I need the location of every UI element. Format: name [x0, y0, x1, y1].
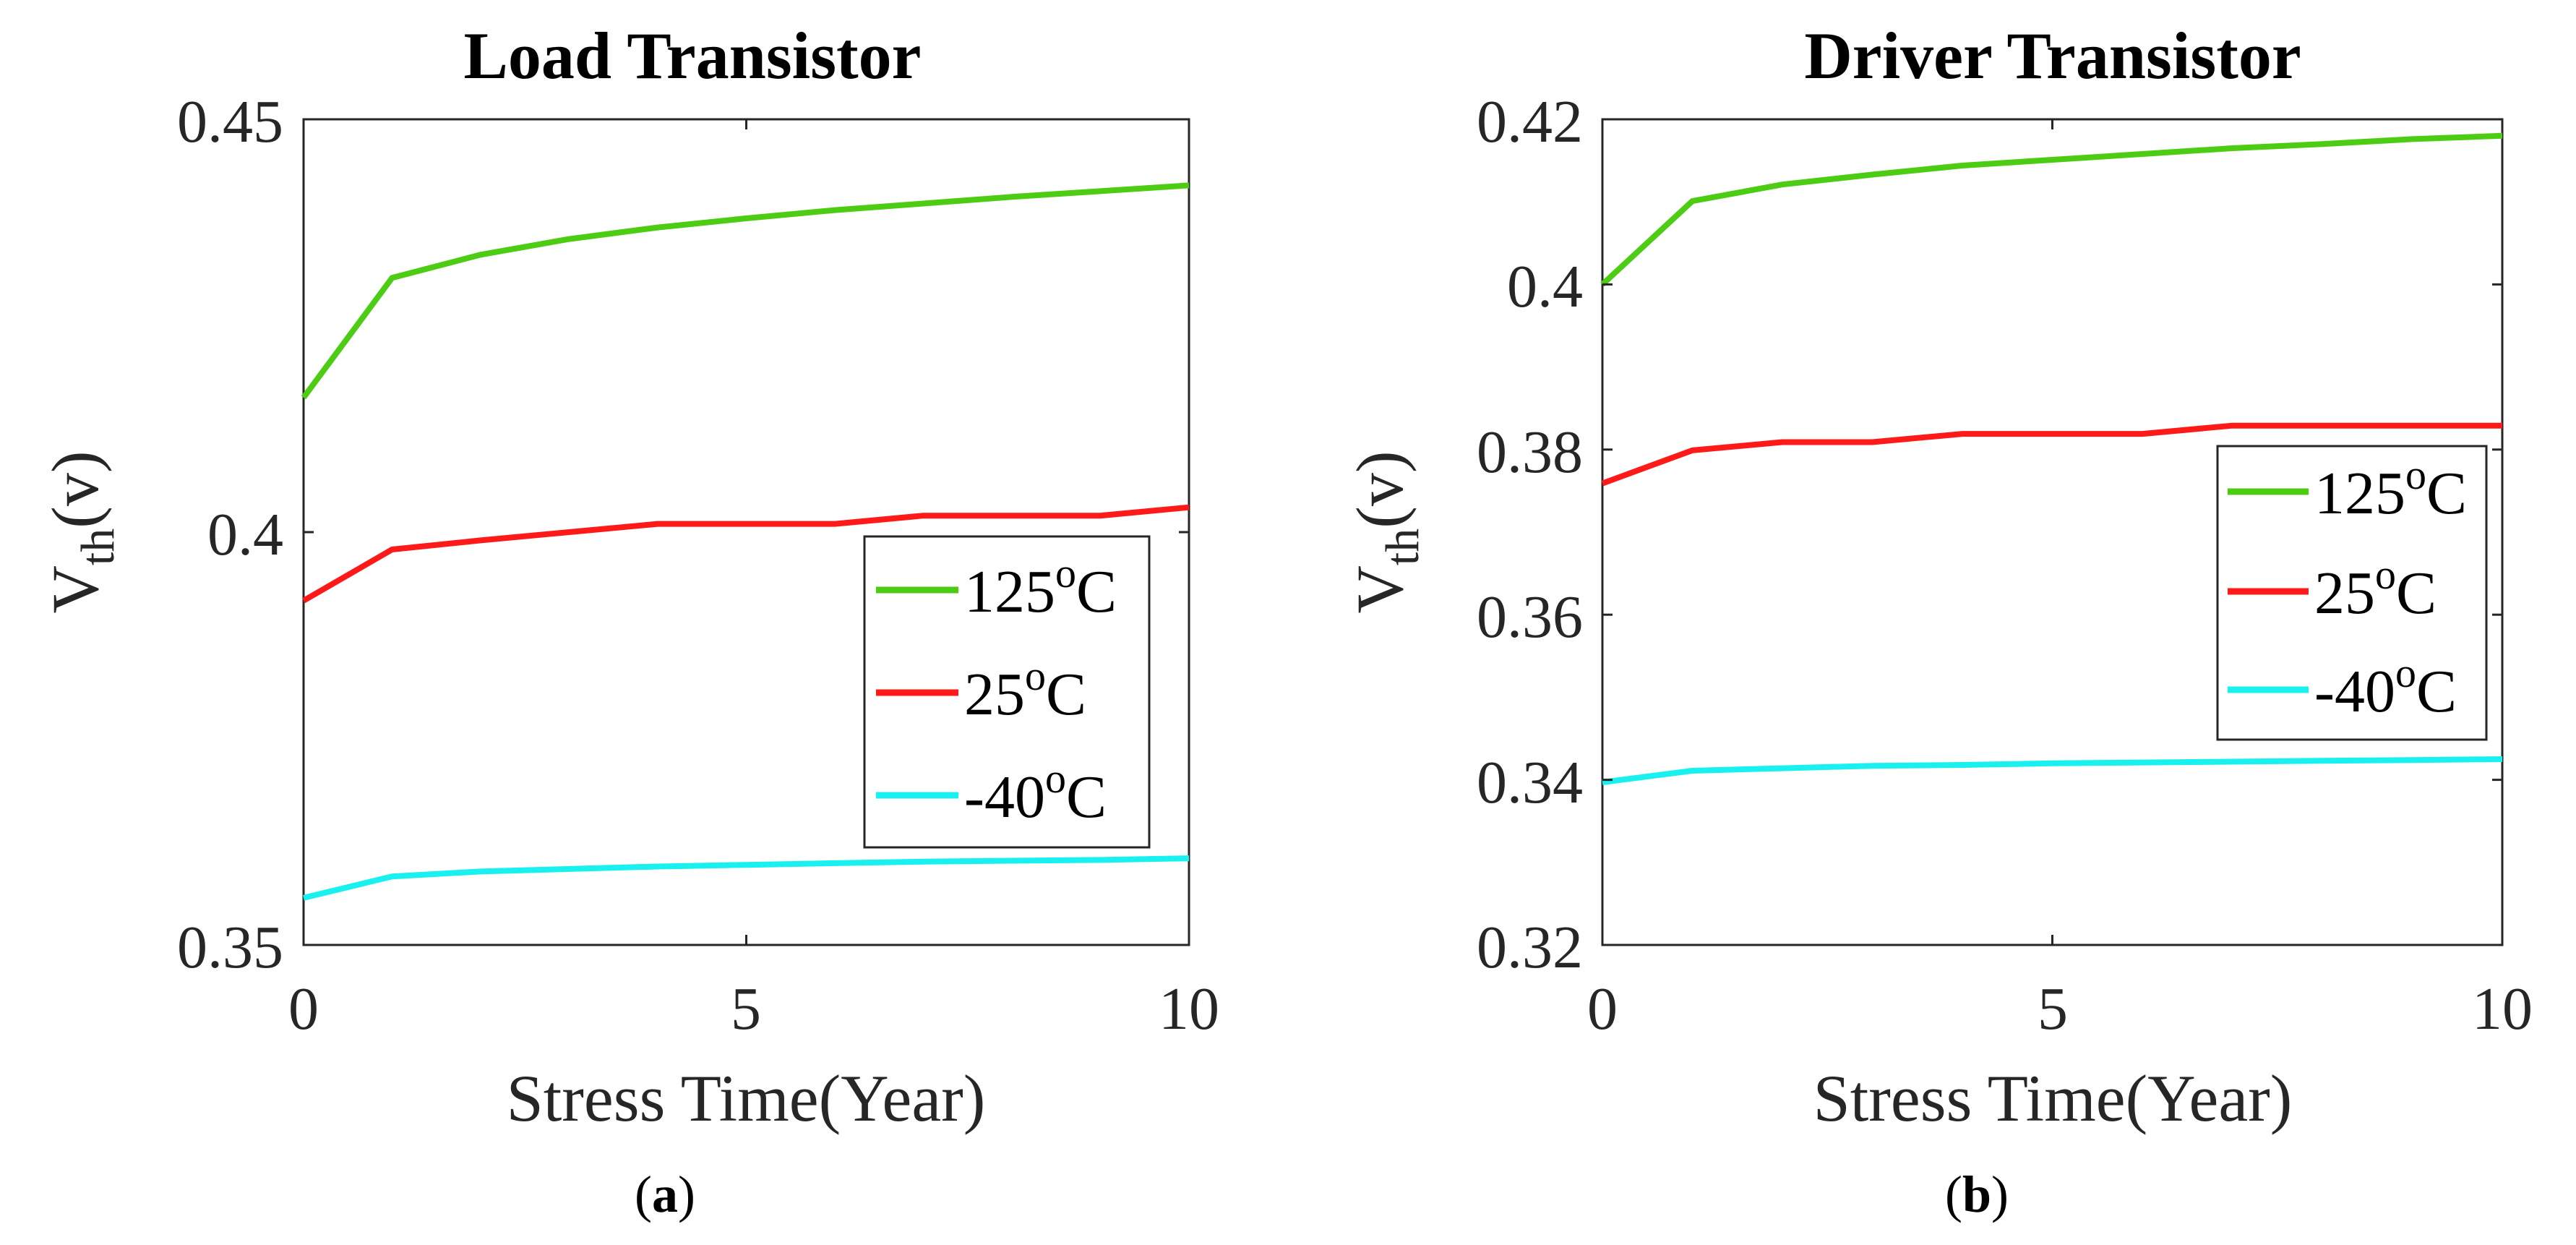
y-tick-label: 0.36	[1477, 583, 1583, 651]
x-axis-label: Stress Time(Year)	[1813, 1061, 2293, 1135]
tick-marks	[1601, 118, 2504, 946]
panel-caption: (b)	[1945, 1165, 2009, 1223]
x-tick-label: 5	[2038, 975, 2068, 1043]
y-tick-label: 0.45	[177, 88, 283, 155]
chart-title: Driver Transistor	[1804, 19, 2301, 93]
legend-label: -40oC	[2314, 649, 2457, 725]
x-axis-label: Stress Time(Year)	[507, 1061, 986, 1135]
x-tick-labels: 0 5 10	[1587, 975, 2533, 1043]
series-line	[303, 855, 1190, 901]
y-axis-label: Vth(v)	[1343, 450, 1429, 613]
legend: 125oC 25oC -40oC	[2216, 445, 2488, 741]
x-tick-label: 0	[288, 975, 319, 1043]
x-tick-label: 10	[2472, 975, 2533, 1043]
y-tick-label: 0.4	[207, 501, 283, 568]
y-tick-label: 0.32	[1477, 914, 1583, 981]
x-tick-label: 5	[731, 975, 761, 1043]
series-lines	[301, 182, 1190, 901]
legend-label: 25oC	[2314, 551, 2437, 627]
legend-label: 125oC	[964, 549, 1117, 625]
y-tick-label: 0.4	[1507, 253, 1583, 320]
y-tick-labels: 0.42 0.4 0.38 0.36 0.34 0.32	[1477, 88, 1583, 981]
legend-label: 25oC	[964, 652, 1086, 728]
panel-b: Driver Transistor 0.42 0.4 0.38 0.36 0.3…	[1343, 19, 2533, 1223]
y-tick-label: 0.38	[1477, 419, 1583, 486]
y-tick-label: 0.42	[1477, 88, 1583, 155]
legend: 125oC 25oC -40oC	[863, 535, 1151, 849]
y-tick-label: 0.35	[177, 914, 283, 981]
x-tick-label: 10	[1159, 975, 1219, 1043]
y-tick-labels: 0.45 0.4 0.35	[177, 88, 283, 981]
panel-a: Load Transistor 0.45 0.4 0.35 0 5 10 Str…	[38, 19, 1219, 1223]
legend-label: -40oC	[964, 755, 1107, 831]
tick-marks	[302, 118, 1190, 946]
series-lines	[1600, 132, 2503, 785]
series-line	[1600, 132, 2503, 287]
series-line	[1601, 422, 2502, 487]
y-tick-label: 0.34	[1477, 749, 1583, 816]
series-line	[301, 504, 1190, 604]
plot-area-a	[301, 118, 1190, 946]
y-axis-label: Vth(v)	[38, 450, 124, 613]
series-line	[301, 182, 1190, 400]
x-tick-labels: 0 5 10	[288, 975, 1219, 1043]
panel-caption: (a)	[635, 1165, 695, 1223]
chart-title: Load Transistor	[463, 19, 921, 93]
legend-label: 125oC	[2314, 451, 2467, 527]
series-line	[1602, 756, 2503, 785]
x-tick-label: 0	[1587, 975, 1618, 1043]
